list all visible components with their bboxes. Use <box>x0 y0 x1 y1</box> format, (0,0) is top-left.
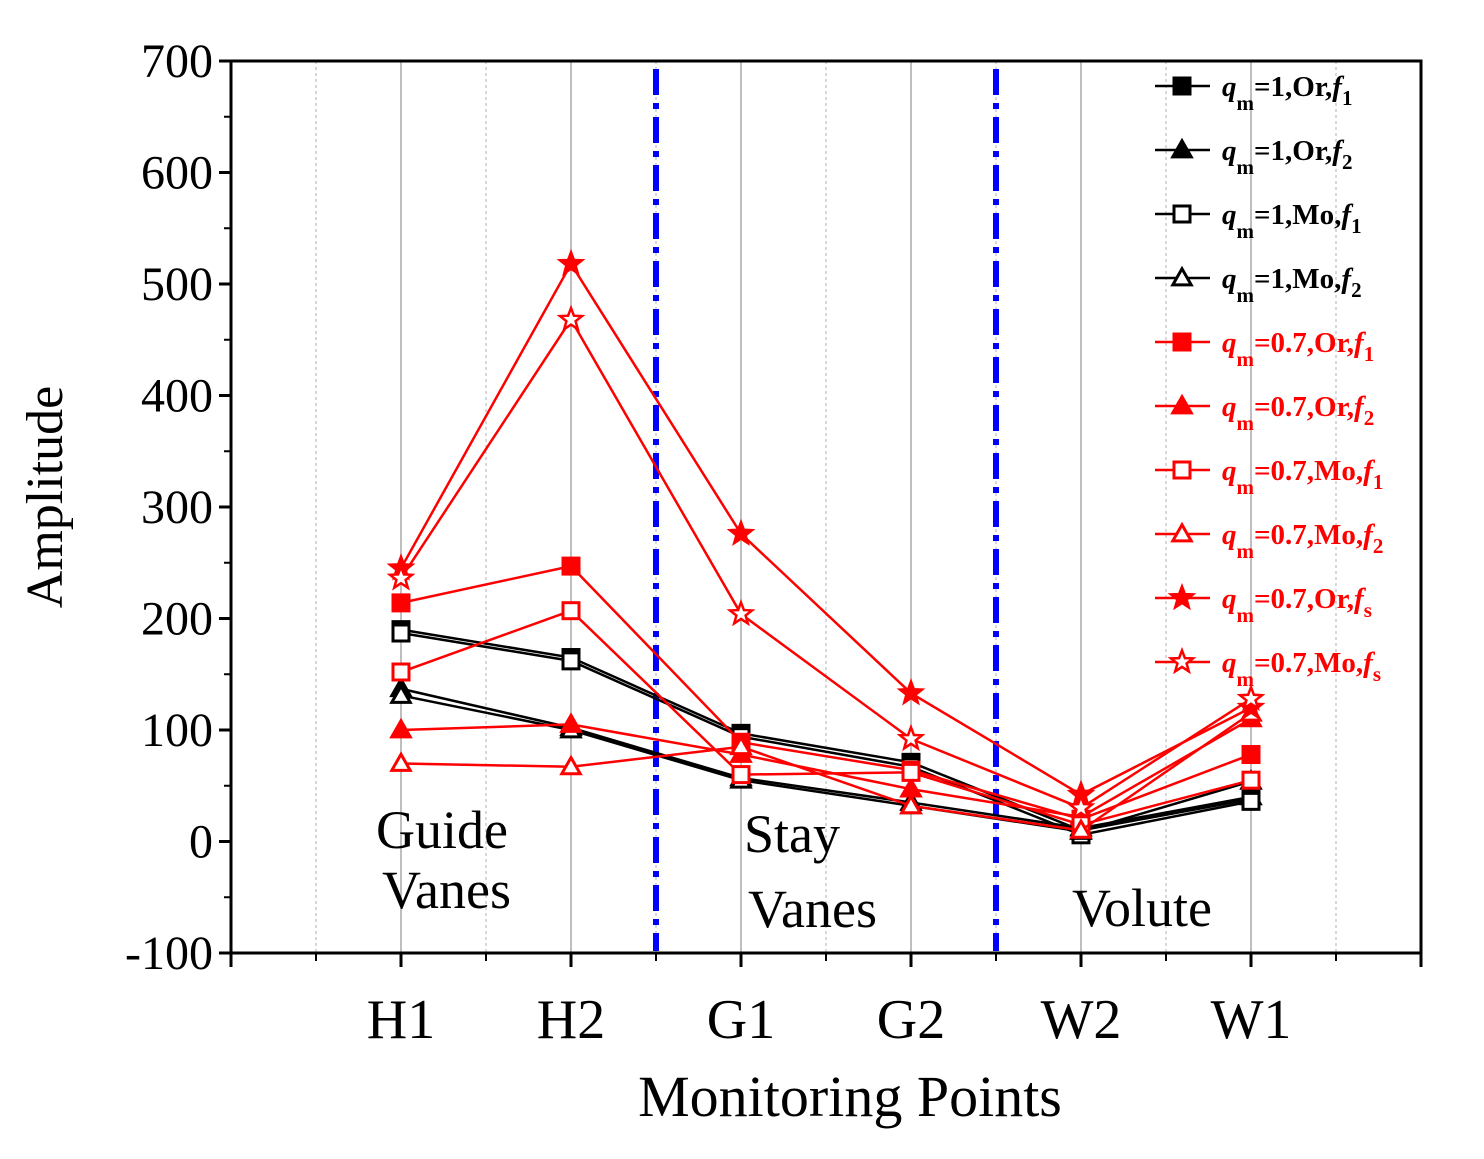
legend-label: qm=0.7,Mo,fs <box>1222 647 1381 691</box>
data-point <box>389 751 413 772</box>
data-point <box>1170 521 1194 543</box>
region-label: Vanes <box>748 879 877 939</box>
legend-item: qm=1,Mo,f1 <box>1155 199 1362 243</box>
data-point <box>561 556 581 576</box>
x-tick-label: H2 <box>537 989 605 1051</box>
legend-item: qm=0.7,Mo,f1 <box>1155 455 1383 499</box>
data-point <box>386 563 416 591</box>
data-point <box>1170 265 1194 287</box>
data-point <box>561 651 581 671</box>
legend-item: qm=0.7,Mo,fs <box>1155 646 1381 691</box>
data-point <box>389 683 413 704</box>
data-point <box>559 754 583 776</box>
series-line <box>400 628 1252 832</box>
series-line <box>400 717 1252 819</box>
data-point <box>556 248 586 277</box>
data-point <box>1241 745 1261 765</box>
y-tick-label: 0 <box>189 816 213 869</box>
series-line <box>399 317 1252 810</box>
y-tick-label: 500 <box>141 258 213 311</box>
data-point <box>389 717 413 739</box>
data-point <box>1069 818 1093 839</box>
y-tick-label: 300 <box>141 481 213 534</box>
legend: qm=1,Or,f1 qm=1,Or,f2 qm=1,Mo,f1 qm=1,Mo,f2… <box>1155 71 1383 691</box>
x-tick-label: W1 <box>1211 989 1292 1051</box>
legend-item: qm=0.7,Mo,f2 <box>1155 519 1383 563</box>
y-tick-label: 100 <box>141 704 213 757</box>
data-point <box>896 678 926 706</box>
legend-label: qm=0.7,Or,f1 <box>1222 327 1374 371</box>
data-point <box>726 518 756 546</box>
region-label: Vanes <box>382 860 511 920</box>
data-point <box>1241 791 1261 811</box>
x-tick-label: W2 <box>1041 989 1122 1051</box>
data-point <box>1172 332 1192 352</box>
data-point <box>391 593 411 613</box>
legend-label: qm=1,Mo,f1 <box>1222 199 1362 243</box>
data-point <box>1167 582 1197 611</box>
y-tick-label: 700 <box>141 35 213 88</box>
data-point <box>561 601 581 621</box>
y-tick-label: -100 <box>125 927 213 980</box>
series-line <box>400 609 1252 827</box>
legend-item: qm=0.7,Or,fs <box>1155 582 1372 627</box>
legend-label: qm=1,Or,f1 <box>1222 71 1352 115</box>
data-point <box>559 712 583 733</box>
data-point <box>1167 646 1197 675</box>
data-point <box>726 598 756 627</box>
data-point <box>1066 792 1096 821</box>
legend-item: qm=0.7,Or,f1 <box>1155 327 1374 371</box>
data-point <box>391 662 411 682</box>
data-point <box>1172 204 1192 224</box>
region-label: Stay <box>744 804 840 864</box>
x-axis-label: Monitoring Points <box>638 1064 1062 1129</box>
data-point <box>1236 683 1266 712</box>
data-point <box>1172 76 1192 96</box>
data-point <box>556 304 586 332</box>
series-line <box>400 564 1252 821</box>
series <box>386 304 1266 821</box>
legend-label: qm=1,Mo,f2 <box>1222 263 1362 307</box>
legend-item: qm=1,Or,f1 <box>1155 71 1352 115</box>
data-point <box>1170 137 1194 159</box>
legend-label: qm=1,Or,f2 <box>1222 135 1352 179</box>
x-tick-label: G2 <box>877 989 945 1051</box>
data-point <box>1172 460 1192 480</box>
grid-lines <box>315 61 1337 953</box>
series-line <box>400 712 1252 832</box>
axes: -100 0 100 200 300 400 500 600 700 H1 H2 G1 G2 W2 W1 <box>125 35 1423 1051</box>
legend-item: qm=0.7,Or,f2 <box>1155 391 1374 435</box>
y-axis-label: Amplitude <box>17 386 74 608</box>
data-point <box>899 793 923 815</box>
series-lines <box>386 248 1266 845</box>
x-tick-label: G1 <box>707 989 775 1051</box>
legend-label: qm=0.7,Or,f2 <box>1222 391 1374 435</box>
legend-label: qm=0.7,Mo,f1 <box>1222 455 1383 499</box>
data-point <box>729 734 753 756</box>
data-point <box>391 623 411 643</box>
data-point <box>731 765 751 785</box>
region-label: Volute <box>1072 878 1212 938</box>
legend-label: qm=0.7,Or,fs <box>1222 583 1372 627</box>
y-tick-label: 200 <box>141 593 213 646</box>
legend-label: qm=0.7,Mo,f2 <box>1222 519 1383 563</box>
y-tick-label: 600 <box>141 147 213 200</box>
y-tick-label: 400 <box>141 370 213 423</box>
series-line <box>400 631 1252 837</box>
series <box>389 701 1263 839</box>
legend-item: qm=1,Mo,f2 <box>1155 263 1362 307</box>
series-line <box>399 261 1252 797</box>
data-point <box>1170 393 1194 415</box>
legend-item: qm=1,Or,f2 <box>1155 135 1352 179</box>
region-label: Guide <box>376 800 508 860</box>
x-tick-label: H1 <box>367 989 435 1051</box>
data-point <box>901 762 921 782</box>
data-point <box>1241 770 1261 790</box>
data-point <box>896 723 926 752</box>
